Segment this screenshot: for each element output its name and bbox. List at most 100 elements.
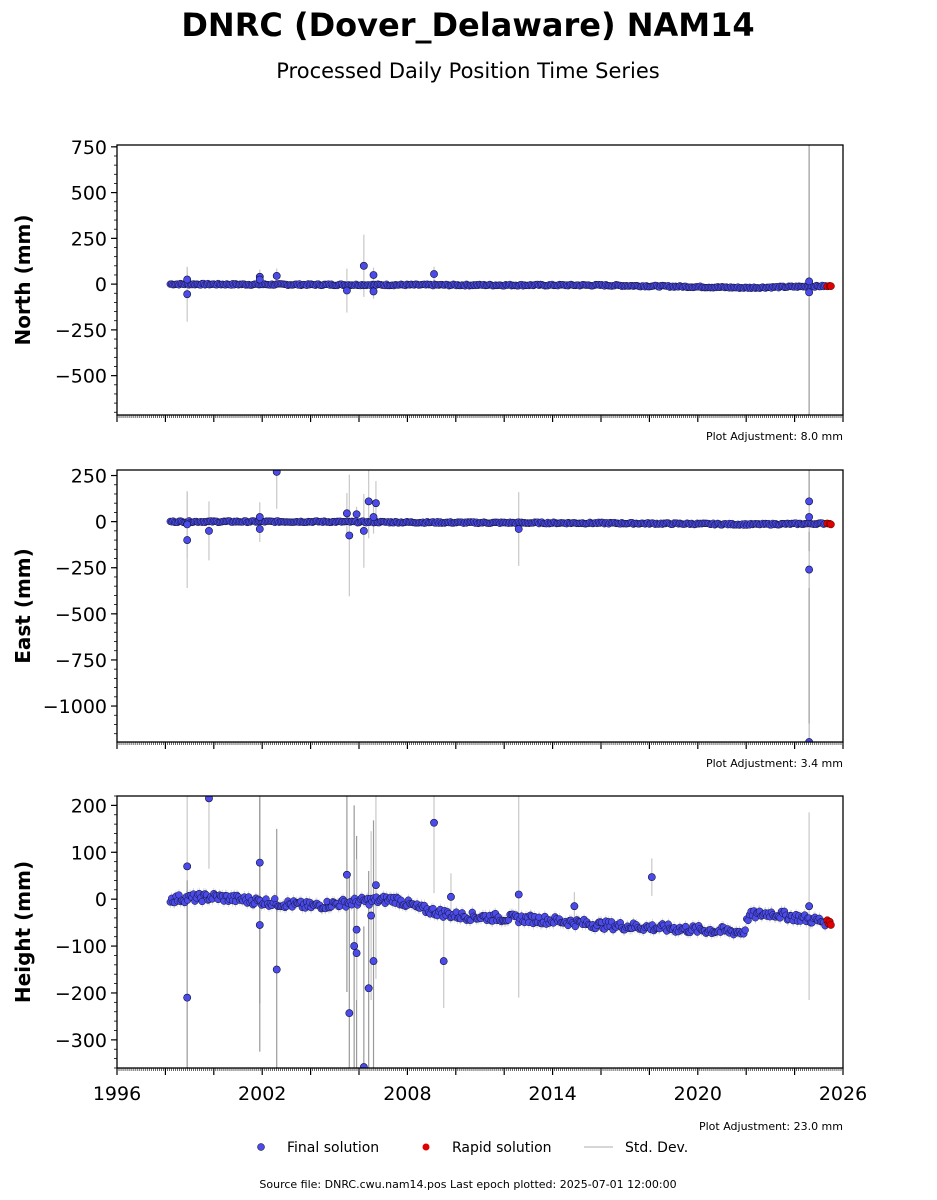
final-point-outlier — [272, 470, 281, 476]
y-tick-label: −1000 — [43, 696, 107, 718]
final-point-outlier — [352, 925, 361, 934]
final-point-outlier — [570, 902, 579, 911]
y-axis-label: East (mm) — [11, 548, 35, 664]
final-point-outlier — [255, 275, 264, 284]
final-point-outlier — [183, 275, 192, 284]
final-point-outlier — [272, 271, 281, 280]
final-point-outlier — [350, 942, 359, 950]
y-tick-label: 0 — [95, 274, 107, 296]
final-point-outlier — [647, 873, 656, 882]
y-tick-label: 500 — [71, 183, 107, 205]
final-point-outlier — [367, 911, 375, 920]
final-point-outlier — [272, 965, 281, 974]
y-tick-label: −250 — [55, 558, 107, 580]
y-tick-label: 200 — [71, 795, 107, 817]
y-tick-label: 0 — [95, 512, 107, 534]
legend-final-label: Final solution — [287, 1140, 379, 1156]
plot-adjustment: Plot Adjustment: 3.4 mm — [706, 757, 843, 770]
y-tick-label: 750 — [71, 137, 107, 159]
final-point — [271, 895, 279, 903]
legend-rapid-marker — [422, 1143, 430, 1151]
final-point-outlier — [359, 261, 368, 270]
final-point-outlier — [514, 890, 523, 899]
figure-subtitle: Processed Daily Position Time Series — [276, 59, 660, 83]
y-tick-label: −750 — [55, 650, 107, 672]
y-axis-label: North (mm) — [11, 214, 35, 345]
final-point-outlier — [359, 1063, 368, 1068]
final-point-outlier — [359, 526, 368, 535]
y-tick-label: −500 — [55, 604, 107, 626]
y-tick-label: −300 — [55, 1030, 107, 1052]
legend: Final solution Rapid solution Std. Dev. — [257, 1140, 688, 1156]
legend-rapid-label: Rapid solution — [452, 1140, 552, 1156]
final-point-outlier — [205, 796, 213, 803]
final-point-outlier — [430, 270, 438, 278]
rapid-point — [827, 520, 835, 529]
final-point-outlier — [439, 957, 448, 965]
final-point-outlier — [183, 290, 192, 299]
final-point-outlier — [183, 520, 192, 529]
final-point-outlier — [183, 993, 192, 1002]
axes-frame — [116, 144, 844, 416]
panel-2: 250 0 −250 −500 −750 −1000 East (mm) Plot Adjus… — [11, 466, 844, 770]
y-tick-label: −250 — [55, 320, 107, 342]
y-tick-label: −100 — [55, 936, 107, 958]
final-point-outlier — [342, 509, 351, 518]
y-axis-label: Height (mm) — [11, 861, 35, 1003]
x-tick-label: 2002 — [238, 1083, 286, 1105]
axes-frame — [116, 469, 844, 743]
figure-title: DNRC (Dover_Delaware) NAM14 — [181, 6, 754, 44]
final-point-outlier — [372, 499, 380, 508]
final-point-outlier — [372, 881, 380, 890]
y-tick-label: 250 — [71, 466, 107, 488]
final-point-outlier — [205, 526, 213, 535]
panels-group: 750 500 250 0 −250 −500 North (mm) Plot Adjustm… — [11, 137, 867, 1133]
rapid-point — [827, 282, 835, 290]
final-point-outlier — [342, 286, 351, 295]
final-point-outlier — [255, 525, 264, 533]
x-tick-label: 2008 — [383, 1083, 431, 1105]
final-point-outlier — [352, 949, 361, 958]
plot-adjustment: Plot Adjustment: 8.0 mm — [706, 430, 843, 443]
x-tick-label: 2014 — [528, 1083, 576, 1105]
final-point-outlier — [805, 497, 814, 506]
final-point-outlier — [345, 1009, 354, 1018]
final-point-outlier — [514, 525, 523, 533]
final-point — [741, 926, 749, 934]
plot-adjustment: Plot Adjustment: 23.0 mm — [699, 1120, 843, 1133]
final-point-outlier — [369, 513, 378, 521]
final-point-outlier — [364, 497, 373, 506]
final-point-outlier — [805, 288, 814, 297]
final-point-outlier — [369, 287, 378, 296]
legend-final-marker — [257, 1143, 265, 1151]
final-point-outlier — [805, 565, 814, 574]
plot-area — [166, 796, 835, 1068]
final-point-outlier — [430, 818, 438, 827]
final-point-outlier — [447, 892, 455, 901]
final-point-outlier — [255, 858, 264, 867]
final-point-outlier — [805, 277, 814, 286]
x-tick-label: 2026 — [819, 1083, 867, 1105]
y-tick-label: −500 — [55, 366, 107, 388]
plot-area — [166, 145, 835, 415]
rapid-point — [827, 921, 835, 929]
final-point-outlier — [342, 870, 351, 879]
final-point-outlier — [352, 510, 361, 519]
plot-area — [166, 470, 835, 742]
y-tick-label: 250 — [71, 228, 107, 250]
panel-1: 750 500 250 0 −250 −500 North (mm) Plot Adjustm… — [11, 137, 844, 443]
final-point-outlier — [805, 738, 814, 742]
legend-std-label: Std. Dev. — [625, 1140, 688, 1156]
final-point-outlier — [183, 862, 192, 871]
final-point-outlier — [805, 513, 814, 521]
final-point-outlier — [805, 902, 814, 911]
x-tick-label: 2020 — [674, 1083, 722, 1105]
panel-3: 200 100 0 −100 −200 −300 1996 2002 2008 2014 2020 2… — [11, 795, 867, 1133]
y-tick-label: −200 — [55, 983, 107, 1005]
y-tick-label: 100 — [71, 842, 107, 864]
final-point-outlier — [183, 536, 192, 544]
final-point-outlier — [364, 984, 373, 993]
final-point-outlier — [369, 271, 378, 279]
x-tick-label: 1996 — [93, 1083, 141, 1105]
